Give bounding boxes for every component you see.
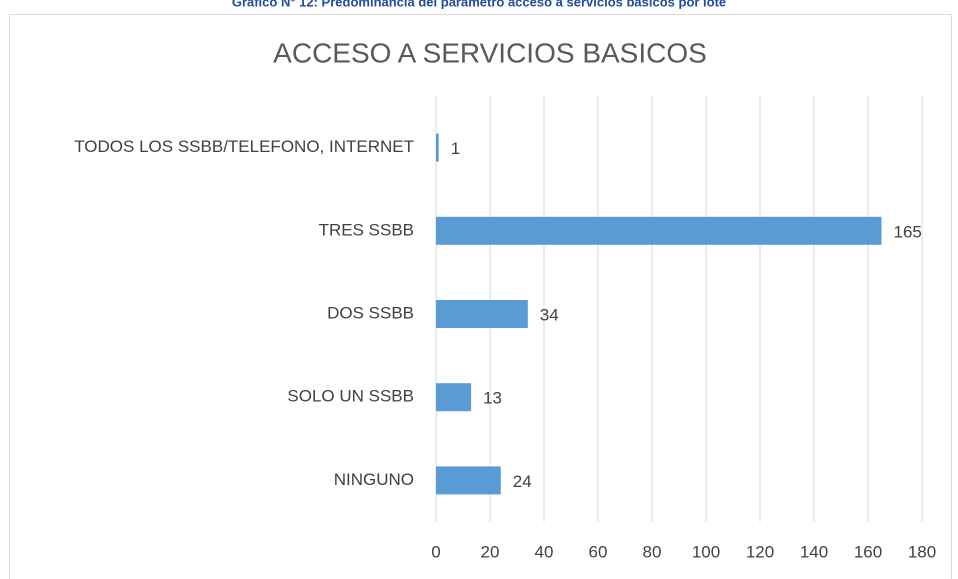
- data-label: 24: [513, 472, 532, 491]
- x-tick-label: 100: [692, 542, 720, 561]
- bar: [436, 133, 439, 162]
- x-tick-label: 120: [746, 542, 774, 561]
- data-label: 13: [483, 389, 502, 408]
- x-tick-label: 0: [431, 542, 440, 561]
- x-tick-label: 80: [643, 542, 662, 561]
- y-tick-label: SOLO UN SSBB: [287, 387, 414, 406]
- x-tick-label: 60: [589, 542, 608, 561]
- chart-title: ACCESO A SERVICIOS BASICOS: [273, 37, 707, 68]
- x-tick-label: 180: [908, 542, 936, 561]
- bar: [436, 466, 501, 495]
- bar: [436, 216, 882, 245]
- data-label: 165: [894, 222, 922, 241]
- data-label: 34: [540, 305, 559, 324]
- bar: [436, 300, 528, 328]
- x-tick-label: 40: [535, 542, 554, 561]
- x-tick-label: 20: [481, 542, 500, 561]
- data-label: 1: [451, 139, 460, 158]
- caption: Gráfico N° 12: Predominancia del parámet…: [232, 0, 726, 9]
- y-tick-label: DOS SSBB: [327, 303, 414, 322]
- y-tick-label: NINGUNO: [334, 470, 414, 489]
- x-tick-label: 140: [800, 542, 828, 561]
- x-tick-label: 160: [854, 542, 882, 561]
- y-tick-label: TODOS LOS SSBB/TELEFONO, INTERNET: [74, 137, 414, 156]
- bar: [436, 383, 472, 412]
- y-tick-label: TRES SSBB: [319, 220, 414, 239]
